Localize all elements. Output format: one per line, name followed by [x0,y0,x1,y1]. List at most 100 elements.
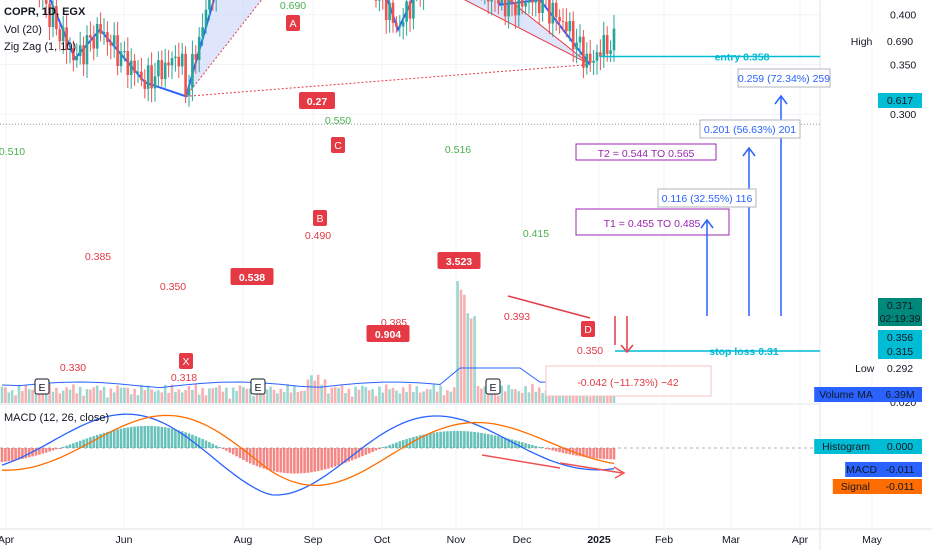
histogram-bar [561,448,565,453]
zigzag-value-label: 0.393 [504,311,530,323]
volume-bar [231,387,235,403]
ratio-label: 0.27 [307,96,328,108]
volume-bar [367,390,371,403]
candle-body [548,0,551,24]
volume-bar [503,391,507,403]
volume-bar [72,384,75,403]
volume-bar [119,387,123,403]
candle-body [187,87,191,96]
histogram-bar [211,443,215,448]
pattern-point-label: B [316,213,323,225]
candle-body [194,54,198,60]
axis-badge-label-bg [832,479,878,494]
histogram-bar [112,430,116,448]
ratio-label: 3.523 [446,256,472,268]
histogram-bar [503,437,507,448]
histogram-bar [510,439,514,448]
volume-bar [500,385,504,403]
histogram-bar [333,448,337,467]
volume-ma-line [1,367,601,389]
candle-body [112,35,116,46]
volume-bar [446,390,449,403]
histogram-bar [201,438,204,448]
histogram-bar [602,448,606,459]
axis-badge-value: 0.000 [887,441,913,453]
volume-bar [473,316,476,403]
histogram-bar [92,436,96,448]
volume-bar [323,379,327,403]
candle-body [157,60,160,77]
candle-body [119,51,123,66]
volume-bar [129,394,133,403]
time-tick-label: Jun [116,534,133,546]
zigzag-value-label: 0.318 [171,372,197,384]
candle-body [554,2,558,17]
histogram-bar [204,440,208,448]
candle-body [92,37,96,49]
price-tick-label: 0.400 [890,10,916,22]
histogram-bar [548,448,551,450]
volume-bar [17,385,21,403]
candle-body [520,0,524,7]
candle-body [388,2,391,20]
histogram-bar [228,448,232,453]
target-box [575,208,730,236]
candle-body [177,56,181,67]
macd-indicator-label[interactable]: MACD (12, 26, close) [4,412,110,424]
histogram-bar [150,426,153,448]
histogram-bar [582,448,585,457]
axis-badge-label: Volume MA [819,389,873,401]
histogram-bar [493,435,497,448]
histogram-bar [279,448,283,473]
measure-box [699,119,801,139]
zigzag-value-label: 0.350 [577,345,603,357]
time-tick-label: Feb [655,534,673,546]
measure-arrow-2-head [742,146,756,157]
volume-bar [364,386,368,403]
histogram-bar [85,438,89,448]
volume-bar [520,392,524,403]
candle-body [561,21,565,23]
histogram-bar [371,448,374,452]
candle-body [537,0,541,14]
volume-bar [170,384,174,403]
volume-bar [204,395,208,403]
volume-bar [89,389,92,403]
volume-bar [480,388,483,403]
histogram-bar [68,444,72,448]
candle-body [408,1,412,19]
volume-bar [354,386,357,403]
histogram-bar [55,448,58,450]
histogram-bar [592,448,595,459]
histogram-bar [146,425,150,448]
zigzag-indicator-label[interactable]: Zig Zag (1, 10) [4,41,77,53]
volume-indicator-label[interactable]: Vol (20) [4,24,42,36]
volume-bar [507,384,510,403]
axis-badge-label: MACD [846,464,877,476]
histogram-bar [245,448,249,462]
time-tick-label: May [862,534,883,546]
volume-bar [140,384,143,403]
histogram-bar [269,448,272,471]
axis-badge-bg [878,93,922,108]
volume-bar [133,388,136,403]
volume-bar [106,397,109,403]
histogram-bar [78,440,82,448]
candle-body [82,45,85,65]
target-box [575,143,717,161]
pattern-point-tag [286,15,300,31]
histogram-bar [38,448,41,455]
candle-body [68,48,72,50]
histogram-bar [24,448,28,459]
histogram-bar [184,432,187,448]
candle-body [609,50,612,54]
stop-loss-label: stop loss 0.31 [709,346,779,358]
histogram-bar [293,448,296,474]
candle-body [191,54,194,88]
histogram-bar [398,441,402,448]
pattern-point-label: X [182,356,189,368]
volume-bar [177,389,181,403]
histogram-bar [34,448,38,456]
histogram-bar [286,448,289,474]
